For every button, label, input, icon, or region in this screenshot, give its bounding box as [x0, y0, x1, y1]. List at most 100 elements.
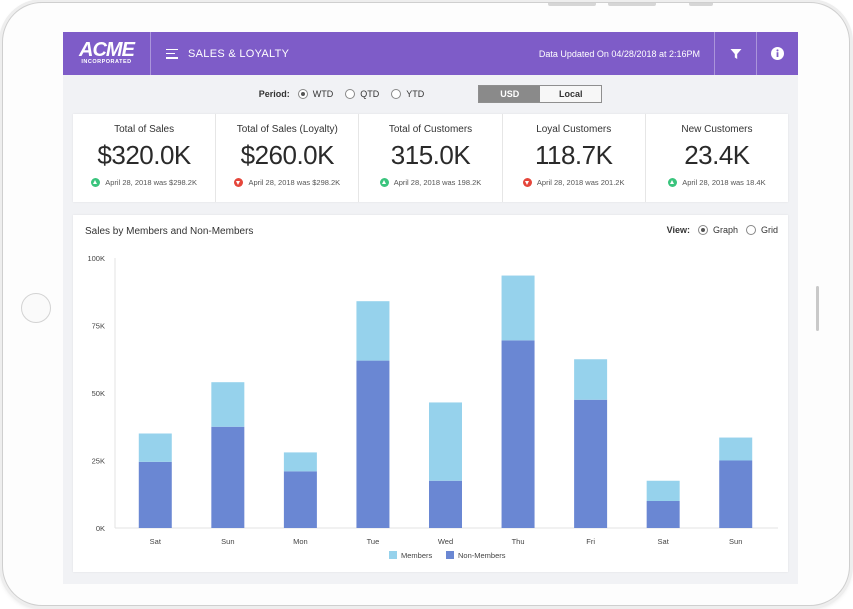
- kpi-comparison-text: April 28, 2018 was 18.4K: [682, 178, 766, 187]
- trend-up-icon: [668, 178, 678, 187]
- kpi-comparison: April 28, 2018 was $298.2K: [91, 178, 197, 187]
- period-option-label: WTD: [312, 89, 334, 99]
- bar-members: [211, 382, 245, 427]
- currency-toggle: USD Local: [478, 85, 603, 103]
- kpi-new-customers: New Customers 23.4K April 28, 2018 was 1…: [646, 114, 788, 202]
- view-option-grid[interactable]: Grid: [745, 225, 778, 235]
- trend-up-icon: [379, 178, 389, 187]
- bar-members: [719, 437, 753, 461]
- kpi-value: $320.0K: [97, 140, 191, 170]
- period-label: Period:: [258, 89, 290, 99]
- trend-up-icon: [91, 178, 101, 187]
- kpi-comparison-text: April 28, 2018 was 198.2K: [393, 178, 482, 187]
- bar-members: [283, 452, 317, 472]
- radio-selected-icon: [697, 225, 708, 235]
- y-tick-label: 50K: [92, 389, 105, 398]
- logo-main-text: ACME: [79, 39, 135, 61]
- x-tick-label: Thu: [512, 537, 525, 546]
- bar-non-members: [211, 426, 245, 528]
- legend-swatch-members: [389, 551, 397, 559]
- view-label: View:: [666, 225, 690, 235]
- x-tick-label: Fri: [586, 537, 595, 546]
- chart-title: Sales by Members and Non-Members: [85, 226, 254, 237]
- period-option-wtd[interactable]: WTD: [297, 89, 334, 99]
- kpi-comparison-text: April 28, 2018 was 201.2K: [536, 178, 625, 187]
- kpi-comparison-text: April 28, 2018 was $298.2K: [105, 178, 197, 187]
- stacked-bar-chart: 0K 25K 50K 75K 100K Sat Sun Mon Tue Wed Thu Fri Sat S…: [87, 254, 778, 560]
- y-tick-label: 25K: [92, 457, 105, 466]
- page-title: SALES & LOYALTY: [188, 47, 290, 60]
- kpi-row: Total of Sales $320.0K April 28, 2018 wa…: [73, 114, 788, 202]
- kpi-label: Total of Sales (Loyalty): [236, 124, 338, 135]
- kpi-value: 315.0K: [390, 140, 471, 170]
- bar-members: [138, 433, 172, 462]
- bar-non-members: [501, 340, 535, 528]
- info-icon: [771, 47, 784, 60]
- legend-swatch-non-members: [446, 551, 454, 559]
- x-tick-label: Wed: [438, 537, 453, 546]
- x-tick-label: Sat: [150, 537, 162, 546]
- x-tick-label: Sun: [221, 537, 234, 546]
- bar-members: [429, 402, 462, 481]
- tablet-home-button[interactable]: [21, 293, 51, 323]
- bar-members: [574, 359, 608, 400]
- trend-down-icon: [234, 178, 244, 187]
- kpi-comparison-text: April 28, 2018 was $298.2K: [248, 178, 341, 187]
- app-screen: ACME INCORPORATED SALES & LOYALTY Data U…: [63, 32, 798, 584]
- period-option-qtd[interactable]: QTD: [345, 89, 379, 99]
- y-tick-label: 0K: [96, 524, 105, 533]
- logo-sub-text: INCORPORATED: [81, 59, 132, 65]
- acme-logo[interactable]: ACME INCORPORATED: [63, 32, 151, 75]
- data-updated-text: Data Updated On 04/28/2018 at 2:16PM: [538, 48, 700, 59]
- view-option-graph[interactable]: Graph: [697, 225, 738, 235]
- legend-label-non-members: Non-Members: [458, 551, 506, 560]
- menu-button[interactable]: SALES & LOYALTY: [166, 48, 289, 60]
- period-filter-bar: Period: WTD QTD YTD USD Local: [63, 75, 798, 113]
- kpi-total-sales: Total of Sales $320.0K April 28, 2018 wa…: [73, 114, 217, 202]
- kpi-label: Total of Customers: [388, 124, 473, 135]
- radio-icon: [391, 89, 402, 99]
- trend-down-icon: [522, 178, 532, 187]
- bar-members: [356, 301, 390, 361]
- info-button[interactable]: [756, 32, 798, 75]
- x-tick-label: Sun: [729, 537, 742, 546]
- bar-members: [501, 275, 535, 341]
- bar-non-members: [429, 480, 462, 528]
- period-option-label: QTD: [360, 89, 380, 99]
- bar-non-members: [646, 501, 680, 528]
- currency-usd-button[interactable]: USD: [479, 86, 541, 102]
- x-tick-label: Tue: [367, 537, 380, 546]
- period-option-ytd[interactable]: YTD: [391, 89, 424, 99]
- kpi-comparison: April 28, 2018 was 201.2K: [522, 178, 625, 187]
- currency-local-button[interactable]: Local: [540, 86, 602, 102]
- x-tick-label: Mon: [293, 537, 308, 546]
- period-option-label: YTD: [406, 89, 425, 99]
- kpi-total-customers: Total of Customers 315.0K April 28, 2018…: [359, 114, 503, 202]
- bar-members: [646, 480, 680, 501]
- bar-non-members: [574, 399, 608, 528]
- tablet-power-button: [689, 3, 713, 6]
- app-header: ACME INCORPORATED SALES & LOYALTY Data U…: [63, 32, 798, 75]
- bar-non-members: [138, 461, 172, 528]
- view-option-label: Grid: [760, 225, 778, 235]
- kpi-label: Total of Sales: [114, 124, 175, 135]
- bar-non-members: [719, 460, 753, 528]
- radio-selected-icon: [297, 89, 308, 99]
- y-tick-label: 100K: [87, 254, 105, 263]
- kpi-label: New Customers: [681, 124, 753, 135]
- radio-icon: [745, 225, 756, 235]
- y-tick-label: 75K: [92, 322, 105, 331]
- sales-chart-card: Sales by Members and Non-Members View: G…: [73, 215, 788, 572]
- kpi-label: Loyal Customers: [536, 124, 612, 135]
- kpi-comparison: April 28, 2018 was 18.4K: [668, 178, 766, 187]
- legend-label-members: Members: [401, 551, 433, 560]
- kpi-total-sales-loyalty: Total of Sales (Loyalty) $260.0K April 2…: [216, 114, 360, 202]
- radio-icon: [345, 89, 356, 99]
- kpi-value: 118.7K: [534, 140, 613, 170]
- filter-icon: [730, 48, 741, 59]
- hamburger-icon: [166, 48, 178, 59]
- view-toggle: View: Graph Grid: [667, 225, 778, 235]
- filter-button[interactable]: [714, 32, 756, 75]
- kpi-comparison: April 28, 2018 was $298.2K: [234, 178, 340, 187]
- kpi-comparison: April 28, 2018 was 198.2K: [379, 178, 482, 187]
